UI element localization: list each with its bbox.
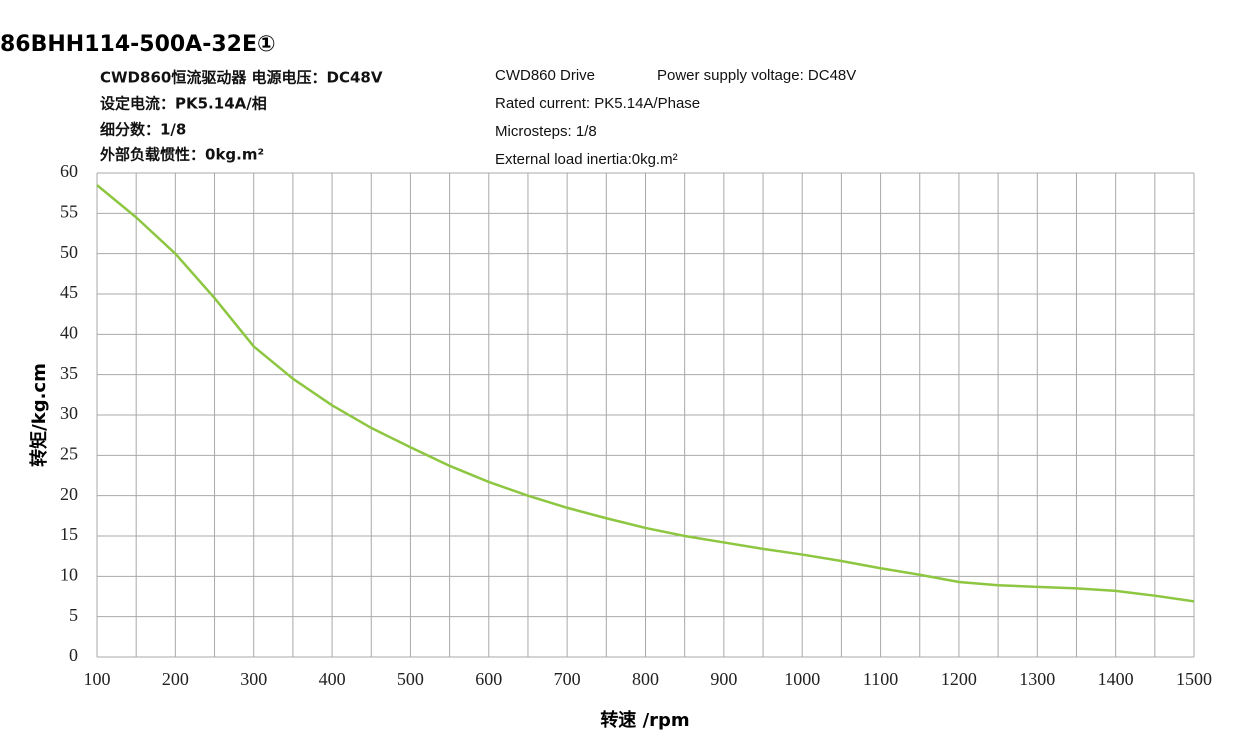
annotation: CWD860 Drive bbox=[495, 67, 595, 84]
y-tick-label: 40 bbox=[60, 322, 78, 342]
annotation: Rated current: PK5.14A/Phase bbox=[495, 95, 700, 112]
x-tick-label: 1400 bbox=[1098, 669, 1134, 689]
y-tick-label: 30 bbox=[60, 403, 78, 423]
x-tick-label: 100 bbox=[84, 669, 111, 689]
y-tick-label: 5 bbox=[69, 605, 78, 625]
y-tick-label: 60 bbox=[60, 161, 78, 181]
annotation: 外部负载惯性：0kg.m² bbox=[99, 146, 264, 164]
y-tick-label: 10 bbox=[60, 564, 78, 584]
x-tick-label: 300 bbox=[240, 669, 267, 689]
y-tick-label: 50 bbox=[60, 242, 78, 262]
y-tick-label: 20 bbox=[60, 484, 78, 504]
annotation: Microsteps: 1/8 bbox=[495, 123, 597, 140]
x-tick-label: 1300 bbox=[1019, 669, 1055, 689]
x-tick-label: 1200 bbox=[941, 669, 977, 689]
x-tick-label: 1000 bbox=[784, 669, 820, 689]
annotation: External load inertia:0kg.m² bbox=[495, 151, 678, 168]
y-tick-label: 55 bbox=[60, 201, 78, 221]
x-axis-label: 转速 /rpm bbox=[600, 709, 689, 731]
x-tick-label: 900 bbox=[710, 669, 737, 689]
y-axis-label: 转矩/kg.cm bbox=[28, 363, 50, 467]
annotation: CWD860恒流驱动器 电源电压：DC48V bbox=[100, 69, 383, 87]
x-tick-label: 1500 bbox=[1176, 669, 1212, 689]
x-tick-label: 1100 bbox=[863, 669, 898, 689]
y-tick-label: 35 bbox=[60, 363, 78, 383]
x-tick-label: 600 bbox=[475, 669, 502, 689]
y-tick-label: 25 bbox=[60, 443, 78, 463]
x-tick-label: 700 bbox=[554, 669, 581, 689]
line-series bbox=[96, 184, 1195, 603]
annotation: Power supply voltage: DC48V bbox=[657, 67, 856, 84]
annotation: 设定电流：PK5.14A/相 bbox=[100, 95, 267, 113]
x-tick-label: 400 bbox=[319, 669, 346, 689]
x-tick-label: 200 bbox=[162, 669, 189, 689]
x-tick-label: 500 bbox=[397, 669, 424, 689]
y-tick-label: 0 bbox=[69, 645, 78, 665]
y-tick-label: 45 bbox=[60, 282, 78, 302]
chart-title: 86BHH114-500A-32E① bbox=[0, 32, 276, 57]
annotation: 细分数：1/8 bbox=[100, 121, 186, 139]
x-tick-label: 800 bbox=[632, 669, 659, 689]
y-tick-label: 15 bbox=[60, 524, 78, 544]
